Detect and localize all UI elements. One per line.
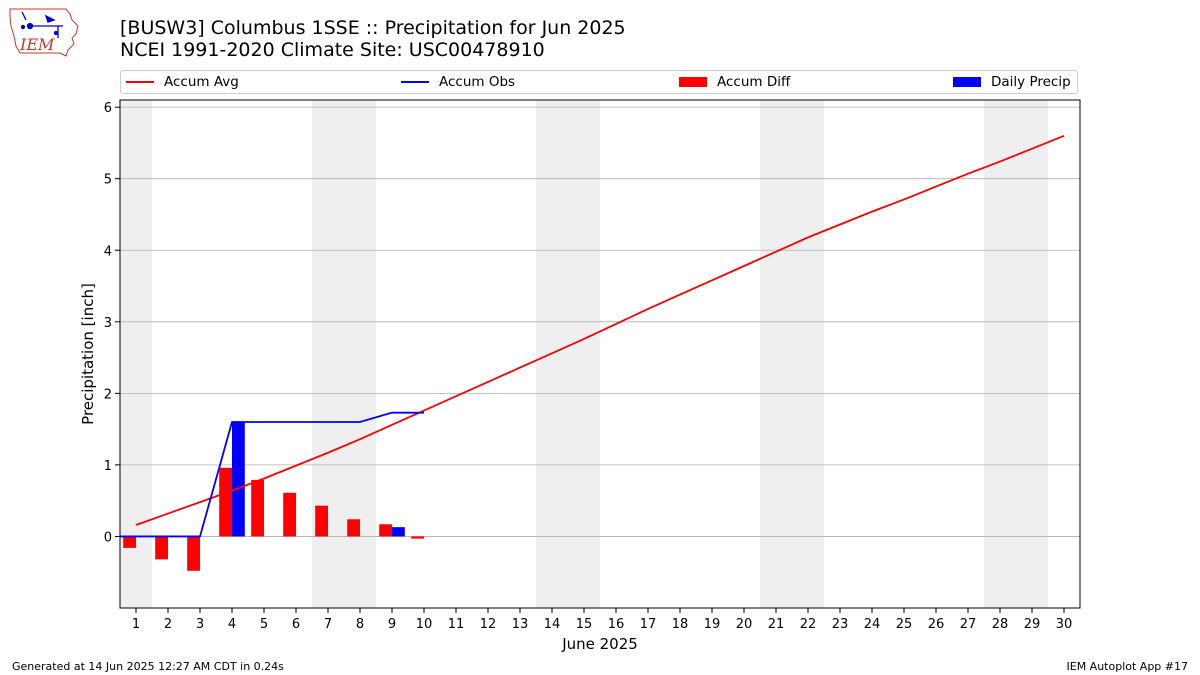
x-tick-label-13: 13 [512,617,529,632]
iowa-outline [9,8,79,57]
weekend-shade-2 [536,100,600,608]
x-tick-label-17: 17 [640,617,657,632]
x-tick-label-21: 21 [768,617,785,632]
weekend-shade-3 [760,100,824,608]
legend-swatch-accum-obs [401,81,429,83]
x-tick-label-1: 1 [132,617,140,632]
x-tick-label-19: 19 [704,617,721,632]
logo-text: IEM [19,35,55,54]
x-tick-label-5: 5 [260,617,268,632]
x-tick-label-4: 4 [228,617,236,632]
x-tick-label-7: 7 [324,617,332,632]
x-tick-label-22: 22 [800,617,817,632]
legend-item-accum-avg: Accum Avg [126,74,239,90]
iem-logo: IEM [8,6,80,60]
legend-item-accum-obs: Accum Obs [401,74,515,90]
weather-station-icon [20,11,63,38]
accum-obs-line [120,411,424,538]
accum-avg-line [135,134,1065,526]
x-tick-label-14: 14 [544,617,561,632]
x-tick-label-12: 12 [480,617,497,632]
y-tick-label-5: 5 [104,173,112,188]
accum-diff-bar-day-8 [347,519,360,537]
daily-precip-bar-day-9 [392,527,405,537]
plot-frame [119,99,1081,609]
accum-diff-bar-day-2 [155,536,168,560]
x-axis-label: June 2025 [561,635,638,653]
chart-title: [BUSW3] Columbus 1SSE :: Precipitation f… [120,17,626,39]
legend-swatch-accum-diff [679,77,707,87]
legend-swatch-daily-precip [953,77,981,87]
x-tick-label-20: 20 [736,617,753,632]
x-tick-label-23: 23 [832,617,849,632]
accum-diff-bar-day-9 [379,524,392,537]
accum-diff-bar-day-1 [123,536,136,548]
x-tick-label-10: 10 [416,617,433,632]
y-tick-label-1: 1 [104,459,112,474]
x-tick-label-8: 8 [356,617,364,632]
legend-item-accum-diff: Accum Diff [679,74,790,90]
x-tick-label-24: 24 [864,617,881,632]
accum-diff-bar-day-4 [219,467,232,537]
legend: Accum Avg Accum Obs Accum Diff Daily Pre… [120,70,1078,94]
daily-precip-bar-day-4 [232,421,245,537]
footer-app: IEM Autoplot App #17 [1066,660,1189,673]
x-tick-label-29: 29 [1024,617,1041,632]
y-tick-label-4: 4 [104,244,112,259]
y-axis-label: Precipitation [inch] [79,283,97,425]
accum-diff-bar-day-10 [411,536,424,539]
x-tick-label-2: 2 [164,617,172,632]
x-tick-label-16: 16 [608,617,625,632]
x-tick-label-15: 15 [576,617,593,632]
accum-diff-bar-day-7 [315,505,328,537]
y-tick-label-0: 0 [104,530,112,545]
x-tick-label-9: 9 [388,617,396,632]
accum-diff-bar-day-6 [283,492,296,537]
footer-generated: Generated at 14 Jun 2025 12:27 AM CDT in… [12,660,284,673]
y-tick-label-3: 3 [104,316,112,331]
legend-label-accum-diff: Accum Diff [717,74,791,90]
x-tick-label-11: 11 [448,617,465,632]
weekend-shade-4 [984,100,1048,608]
legend-label-daily-precip: Daily Precip [991,74,1071,90]
x-tick-label-6: 6 [292,617,300,632]
legend-swatch-accum-avg [126,81,154,83]
x-tick-label-30: 30 [1056,617,1073,632]
weekend-shade-0 [120,100,152,608]
x-tick-label-27: 27 [960,617,977,632]
x-tick-label-3: 3 [196,617,204,632]
y-tick-label-2: 2 [104,387,112,402]
x-tick-label-18: 18 [672,617,689,632]
y-tick-label-6: 6 [104,101,112,116]
legend-item-daily-precip: Daily Precip [953,74,1071,90]
x-tick-label-28: 28 [992,617,1009,632]
x-tick-label-26: 26 [928,617,945,632]
legend-label-accum-avg: Accum Avg [164,74,239,90]
legend-label-accum-obs: Accum Obs [439,74,516,90]
chart-subtitle: NCEI 1991-2020 Climate Site: USC00478910 [120,39,545,61]
accum-diff-bar-day-3 [187,536,200,571]
x-tick-label-25: 25 [896,617,913,632]
accum-diff-bar-day-5 [251,479,264,537]
